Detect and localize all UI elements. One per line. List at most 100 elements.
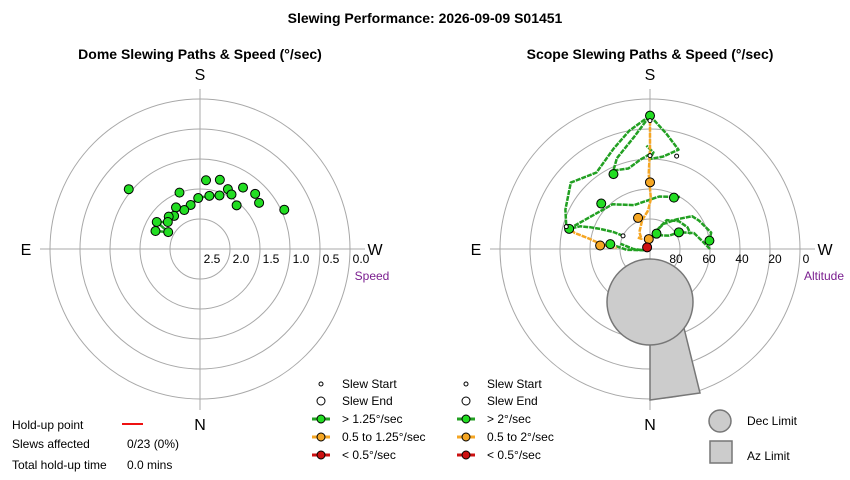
figure-title: Slewing Performance: 2026-09-09 S01451 xyxy=(288,10,563,26)
scope-slew-end-fast xyxy=(596,198,607,209)
scope-legend-start-label: Slew Start xyxy=(487,377,542,391)
scope-slew-end-fast xyxy=(651,228,662,239)
dec-limit-swatch xyxy=(708,409,732,433)
dome-cardinal-south: S xyxy=(195,67,206,84)
scope-slew-end-fast xyxy=(668,192,679,203)
scope-slew-start-fast xyxy=(620,233,626,239)
scope-legend-mid-marker xyxy=(461,432,471,442)
dome-slew-point xyxy=(214,190,225,201)
scope-chart: Scope Slewing Paths & Speed (°/sec) S N … xyxy=(471,46,845,434)
dome-slew-point xyxy=(123,184,134,195)
scope-slew-start-mid xyxy=(647,118,653,124)
scope-slew-end-fast xyxy=(608,169,619,180)
scope-path-fast xyxy=(612,114,652,172)
dome-tick-1.5: 1.5 xyxy=(263,252,280,266)
dome-slew-point xyxy=(254,197,265,208)
az-limit-label: Az Limit xyxy=(747,449,790,463)
dome-legend-fast-marker xyxy=(316,414,326,424)
dome-slew-point xyxy=(171,202,181,213)
dome-legend-fast-label: > 1.25°/sec xyxy=(342,412,403,426)
dome-slew-point xyxy=(250,188,261,199)
scope-slew-end-mid xyxy=(633,212,644,223)
scope-radial-label: Altitude xyxy=(804,269,844,283)
scope-legend-end-marker xyxy=(461,396,471,406)
scope-slew-end-mid xyxy=(643,234,654,245)
scope-path-mid xyxy=(646,120,653,212)
dome-slew-point xyxy=(204,190,215,201)
scope-slew-end-mid xyxy=(595,240,606,251)
scope-cardinal-south: S xyxy=(645,67,656,84)
scope-cardinal-east: E xyxy=(471,242,482,259)
total-holdup-value: 0.0 mins xyxy=(127,458,172,472)
dome-slew-point xyxy=(185,199,196,210)
scope-slew-end-mid xyxy=(645,177,655,188)
scope-slew-end-fast xyxy=(704,235,715,246)
slews-affected-value: 0/23 (0%) xyxy=(127,437,179,451)
dome-legend: Slew Start Slew End > 1.25°/sec 0.5 to 1… xyxy=(312,377,426,462)
scope-slew-start-fast xyxy=(647,153,653,159)
scope-slew-end-fast xyxy=(673,227,684,238)
scope-path-fast xyxy=(645,114,680,161)
dome-cardinal-west: W xyxy=(367,242,383,259)
dome-legend-end-marker xyxy=(316,396,326,406)
scope-chart-title: Scope Slewing Paths & Speed (°/sec) xyxy=(527,46,774,62)
scope-legend-fast-marker xyxy=(461,414,471,424)
dome-tick-2.5: 2.5 xyxy=(204,252,221,266)
dome-slew-point xyxy=(163,227,174,238)
scope-legend: Slew Start Slew End > 2°/sec 0.5 to 2°/s… xyxy=(457,377,798,464)
dec-limit-label: Dec Limit xyxy=(747,414,798,428)
dome-slew-point xyxy=(238,182,249,193)
holdup-info: Hold-up point Slews affected 0/23 (0%) T… xyxy=(12,418,179,472)
dome-tick-0.5: 0.5 xyxy=(323,252,340,266)
scope-slew-start-mid xyxy=(563,224,569,230)
dome-tick-2.0: 2.0 xyxy=(233,252,250,266)
dome-slew-point xyxy=(193,193,204,204)
dome-chart-title: Dome Slewing Paths & Speed (°/sec) xyxy=(78,46,322,62)
scope-path-fast xyxy=(568,195,681,230)
scope-path-mid xyxy=(637,210,650,241)
dome-slew-point xyxy=(231,200,242,211)
dome-slew-point xyxy=(279,204,290,215)
dome-slew-point xyxy=(150,226,161,237)
scope-tick-80: 80 xyxy=(669,252,683,266)
scope-cardinal-north: N xyxy=(644,417,656,434)
scope-path-fast xyxy=(655,218,692,235)
dome-legend-slow-label: < 0.5°/sec xyxy=(342,448,396,462)
scope-slew-start-fast xyxy=(674,153,680,159)
dome-slew-point xyxy=(174,187,185,198)
scope-path-fast xyxy=(568,225,624,237)
scope-legend-mid-label: 0.5 to 2°/sec xyxy=(487,430,554,444)
dome-polar-grid xyxy=(40,89,365,410)
holdup-point-label: Hold-up point xyxy=(12,418,84,432)
dome-data-layer xyxy=(123,174,290,238)
scope-legend-fast-label: > 2°/sec xyxy=(487,412,531,426)
scope-tick-60: 60 xyxy=(702,252,716,266)
dome-legend-end-label: Slew End xyxy=(342,394,393,408)
scope-legend-start-marker xyxy=(463,381,469,387)
scope-path-fast xyxy=(564,114,651,227)
az-limit-swatch xyxy=(709,440,733,464)
scope-cardinal-west: W xyxy=(817,242,833,259)
scope-slew-end-slow xyxy=(642,242,653,253)
dome-legend-mid-marker xyxy=(316,432,326,442)
dome-legend-slow-marker xyxy=(316,450,326,460)
dome-slew-point xyxy=(179,205,190,216)
dome-slew-point xyxy=(162,217,173,228)
dome-legend-start-label: Slew Start xyxy=(342,377,397,391)
dome-legend-mid-label: 0.5 to 1.25°/sec xyxy=(342,430,426,444)
total-holdup-label: Total hold-up time xyxy=(12,458,107,472)
scope-legend-slow-label: < 0.5°/sec xyxy=(487,448,541,462)
scope-tick-20: 20 xyxy=(768,252,782,266)
scope-tick-0: 0 xyxy=(803,252,810,266)
scope-legend-end-label: Slew End xyxy=(487,394,538,408)
scope-dec-limit-zone xyxy=(606,258,694,346)
dome-cardinal-east: E xyxy=(21,242,32,259)
scope-legend-slow-marker xyxy=(461,450,471,460)
dome-slew-point xyxy=(151,216,162,227)
scope-tick-40: 40 xyxy=(735,252,749,266)
dome-tick-0.0: 0.0 xyxy=(353,252,370,266)
dome-slew-point xyxy=(201,175,212,186)
dome-slew-point xyxy=(226,189,237,200)
dome-cardinal-north: N xyxy=(194,417,206,434)
